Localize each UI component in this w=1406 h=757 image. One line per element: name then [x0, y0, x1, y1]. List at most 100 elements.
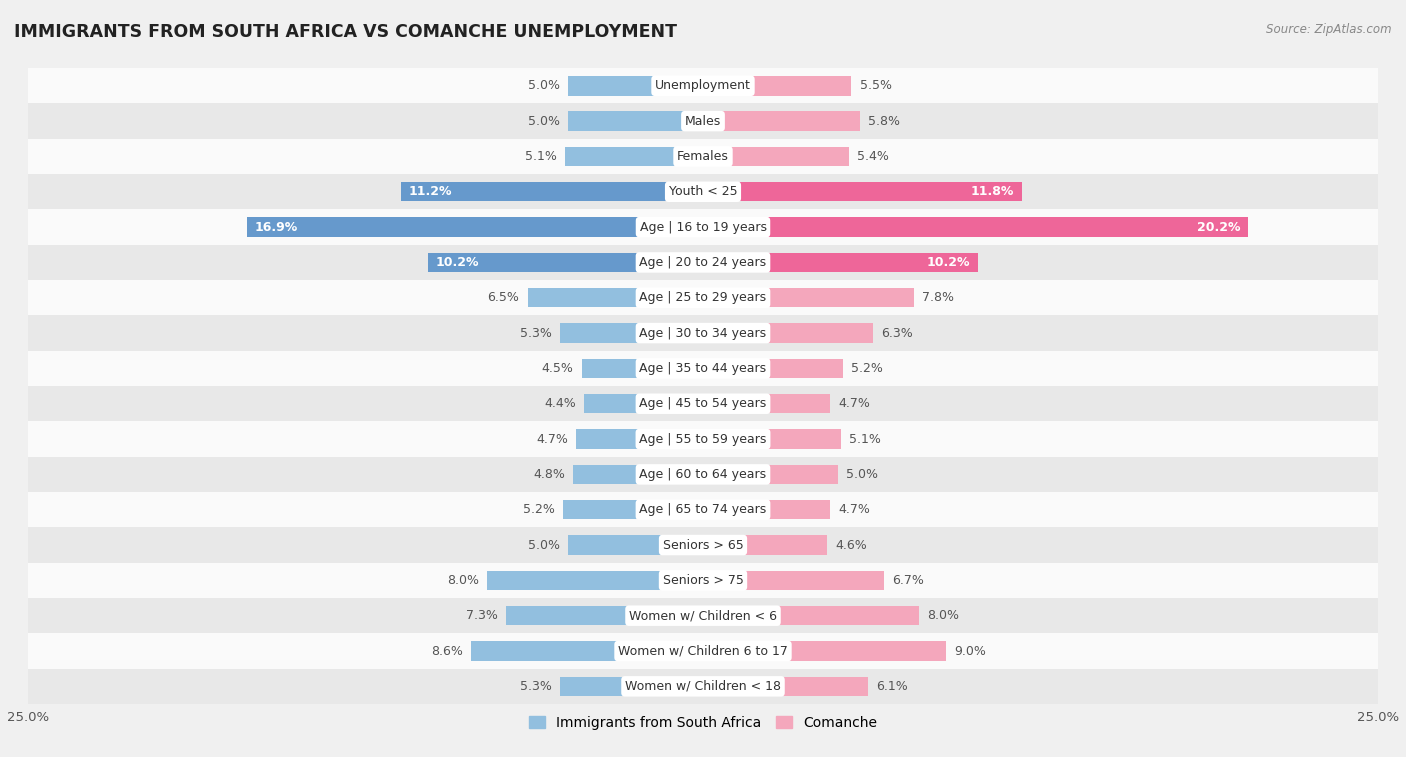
Bar — [703, 111, 859, 131]
Text: 4.4%: 4.4% — [544, 397, 576, 410]
Text: Males: Males — [685, 114, 721, 128]
Text: Women w/ Children 6 to 17: Women w/ Children 6 to 17 — [619, 644, 787, 658]
Text: Age | 20 to 24 years: Age | 20 to 24 years — [640, 256, 766, 269]
Text: 4.8%: 4.8% — [533, 468, 565, 481]
Text: Females: Females — [678, 150, 728, 163]
Bar — [28, 492, 1378, 528]
Text: 5.2%: 5.2% — [852, 362, 883, 375]
Text: 5.0%: 5.0% — [527, 114, 560, 128]
Text: 4.7%: 4.7% — [536, 432, 568, 446]
Text: IMMIGRANTS FROM SOUTH AFRICA VS COMANCHE UNEMPLOYMENT: IMMIGRANTS FROM SOUTH AFRICA VS COMANCHE… — [14, 23, 678, 41]
Text: Unemployment: Unemployment — [655, 79, 751, 92]
Text: 5.4%: 5.4% — [856, 150, 889, 163]
Text: 11.2%: 11.2% — [409, 185, 453, 198]
Text: 5.3%: 5.3% — [520, 680, 551, 693]
Text: 11.8%: 11.8% — [970, 185, 1014, 198]
Bar — [28, 562, 1378, 598]
Text: Age | 30 to 34 years: Age | 30 to 34 years — [640, 326, 766, 340]
Bar — [703, 500, 830, 519]
Text: 5.0%: 5.0% — [527, 79, 560, 92]
Bar — [565, 147, 703, 166]
Text: 9.0%: 9.0% — [955, 644, 986, 658]
Bar — [703, 641, 946, 661]
Text: 5.5%: 5.5% — [859, 79, 891, 92]
Text: 5.2%: 5.2% — [523, 503, 554, 516]
Text: 16.9%: 16.9% — [254, 220, 298, 234]
Text: Seniors > 75: Seniors > 75 — [662, 574, 744, 587]
Bar — [562, 500, 703, 519]
Text: 10.2%: 10.2% — [927, 256, 970, 269]
Bar — [28, 316, 1378, 350]
Bar — [703, 429, 841, 449]
Text: Age | 60 to 64 years: Age | 60 to 64 years — [640, 468, 766, 481]
Text: Age | 16 to 19 years: Age | 16 to 19 years — [640, 220, 766, 234]
Text: 6.3%: 6.3% — [882, 326, 912, 340]
Text: 5.3%: 5.3% — [520, 326, 551, 340]
Bar — [28, 456, 1378, 492]
Text: Source: ZipAtlas.com: Source: ZipAtlas.com — [1267, 23, 1392, 36]
Bar — [28, 422, 1378, 456]
Bar — [568, 76, 703, 95]
Text: Age | 55 to 59 years: Age | 55 to 59 years — [640, 432, 766, 446]
Bar — [703, 677, 868, 696]
Bar — [703, 76, 852, 95]
Text: 5.0%: 5.0% — [846, 468, 879, 481]
Bar — [28, 174, 1378, 210]
Bar — [471, 641, 703, 661]
Bar — [585, 394, 703, 413]
Bar — [28, 386, 1378, 422]
Bar — [506, 606, 703, 625]
Bar — [427, 253, 703, 272]
Bar — [560, 323, 703, 343]
Text: 7.3%: 7.3% — [465, 609, 498, 622]
Bar — [28, 245, 1378, 280]
Bar — [703, 535, 827, 555]
Text: Age | 65 to 74 years: Age | 65 to 74 years — [640, 503, 766, 516]
Text: Age | 45 to 54 years: Age | 45 to 54 years — [640, 397, 766, 410]
Text: Women w/ Children < 18: Women w/ Children < 18 — [626, 680, 780, 693]
Bar — [28, 668, 1378, 704]
Bar — [28, 210, 1378, 245]
Text: 8.0%: 8.0% — [447, 574, 479, 587]
Bar — [568, 111, 703, 131]
Text: 8.0%: 8.0% — [927, 609, 959, 622]
Bar — [247, 217, 703, 237]
Text: Age | 25 to 29 years: Age | 25 to 29 years — [640, 291, 766, 304]
Text: Age | 35 to 44 years: Age | 35 to 44 years — [640, 362, 766, 375]
Text: 5.8%: 5.8% — [868, 114, 900, 128]
Text: 10.2%: 10.2% — [436, 256, 479, 269]
Bar — [28, 139, 1378, 174]
Text: 5.1%: 5.1% — [849, 432, 880, 446]
Bar — [703, 217, 1249, 237]
Bar — [28, 280, 1378, 316]
Bar — [703, 253, 979, 272]
Bar — [28, 634, 1378, 668]
Text: Women w/ Children < 6: Women w/ Children < 6 — [628, 609, 778, 622]
Bar — [576, 429, 703, 449]
Bar — [582, 359, 703, 378]
Text: 5.0%: 5.0% — [527, 538, 560, 552]
Text: 4.5%: 4.5% — [541, 362, 574, 375]
Text: 5.1%: 5.1% — [526, 150, 557, 163]
Bar — [703, 323, 873, 343]
Text: Seniors > 65: Seniors > 65 — [662, 538, 744, 552]
Text: 8.6%: 8.6% — [430, 644, 463, 658]
Bar — [28, 104, 1378, 139]
Bar — [703, 606, 920, 625]
Text: 6.1%: 6.1% — [876, 680, 907, 693]
Bar — [703, 182, 1022, 201]
Legend: Immigrants from South Africa, Comanche: Immigrants from South Africa, Comanche — [523, 710, 883, 735]
Text: 4.6%: 4.6% — [835, 538, 868, 552]
Text: 6.7%: 6.7% — [891, 574, 924, 587]
Bar — [703, 288, 914, 307]
Bar — [703, 147, 849, 166]
Bar — [574, 465, 703, 484]
Bar — [401, 182, 703, 201]
Text: Youth < 25: Youth < 25 — [669, 185, 737, 198]
Bar — [703, 465, 838, 484]
Bar — [560, 677, 703, 696]
Text: 4.7%: 4.7% — [838, 503, 870, 516]
Bar — [28, 598, 1378, 634]
Bar — [703, 394, 830, 413]
Text: 6.5%: 6.5% — [488, 291, 519, 304]
